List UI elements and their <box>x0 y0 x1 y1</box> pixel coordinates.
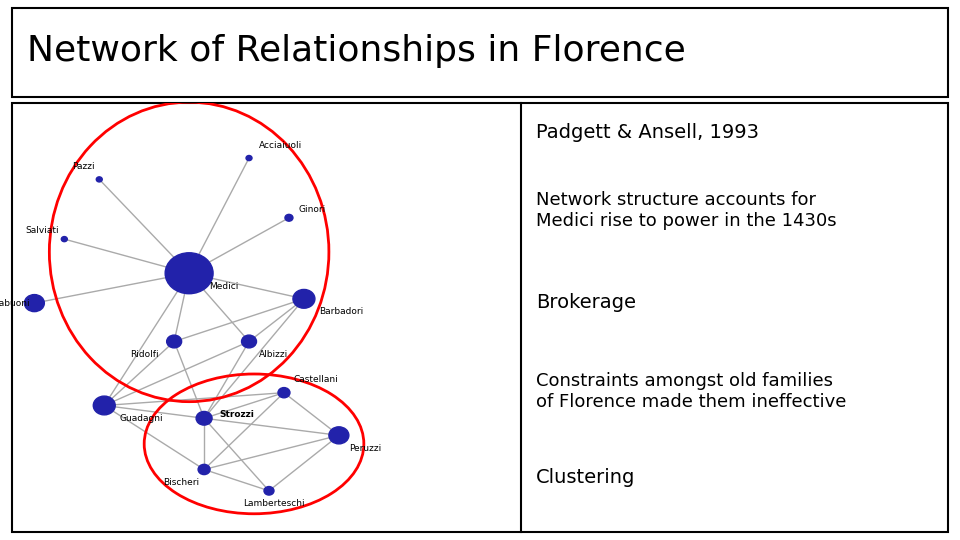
Text: Pazzi: Pazzi <box>72 162 94 171</box>
Circle shape <box>24 294 44 312</box>
Circle shape <box>246 156 252 160</box>
Text: Clustering: Clustering <box>536 468 636 488</box>
Text: Acciaiuoli: Acciaiuoli <box>259 141 302 150</box>
Text: Salviati: Salviati <box>26 226 60 235</box>
Circle shape <box>285 214 293 221</box>
Text: Ridolfi: Ridolfi <box>131 350 159 359</box>
Circle shape <box>242 335 256 348</box>
Circle shape <box>196 411 212 425</box>
Circle shape <box>165 253 213 294</box>
Circle shape <box>167 335 181 348</box>
Text: Peruzzi: Peruzzi <box>348 444 381 453</box>
Text: Albizzi: Albizzi <box>259 350 288 359</box>
Text: Lamberteschi: Lamberteschi <box>243 499 304 508</box>
FancyBboxPatch shape <box>12 103 948 532</box>
Text: Brokerage: Brokerage <box>536 293 636 312</box>
Circle shape <box>264 487 274 495</box>
Text: Strozzi: Strozzi <box>219 409 254 418</box>
Circle shape <box>329 427 348 444</box>
Circle shape <box>198 464 210 475</box>
Text: Network structure accounts for
Medici rise to power in the 1430s: Network structure accounts for Medici ri… <box>536 191 836 230</box>
Text: Bischeri: Bischeri <box>163 478 199 487</box>
Text: Network of Relationships in Florence: Network of Relationships in Florence <box>27 35 685 68</box>
Circle shape <box>96 177 103 182</box>
Text: Padgett & Ansell, 1993: Padgett & Ansell, 1993 <box>536 123 758 142</box>
Circle shape <box>278 388 290 398</box>
Text: Constraints amongst old families
of Florence made them ineffective: Constraints amongst old families of Flor… <box>536 372 846 411</box>
Circle shape <box>61 237 67 242</box>
Text: Guadagni: Guadagni <box>119 414 163 423</box>
Text: Barbadori: Barbadori <box>319 307 363 316</box>
FancyBboxPatch shape <box>12 8 948 97</box>
Text: Tornabuoni: Tornabuoni <box>0 299 30 308</box>
Text: Medici: Medici <box>209 281 238 291</box>
Text: Castellani: Castellani <box>294 375 339 384</box>
Circle shape <box>93 396 115 415</box>
Circle shape <box>293 289 315 308</box>
Text: Ginori: Ginori <box>299 205 326 214</box>
